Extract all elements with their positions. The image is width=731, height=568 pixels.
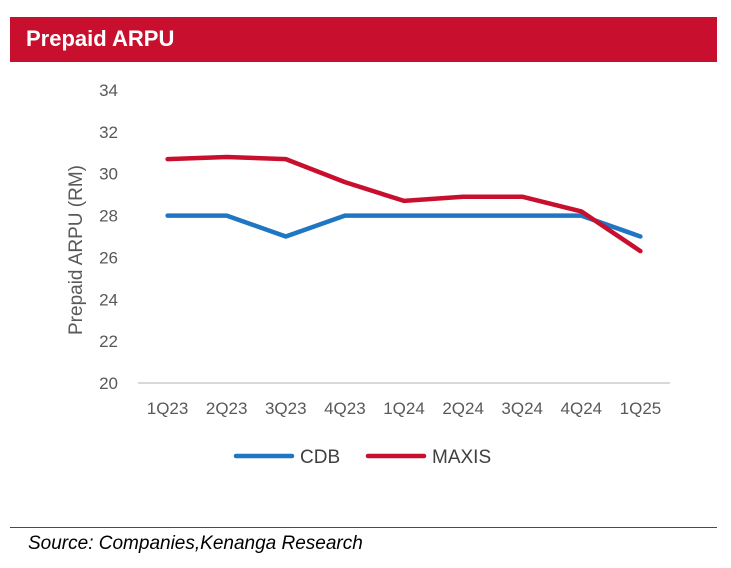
series-line-maxis [165,154,643,254]
y-tick-label: 24 [99,290,118,309]
x-tick-label: 4Q23 [324,399,366,418]
source-note: Source: Companies,Kenanga Research [28,533,363,554]
x-tick-label: 4Q24 [561,399,603,418]
x-tick-label: 3Q24 [501,399,543,418]
y-tick-label: 26 [99,248,118,267]
y-tick-label: 22 [99,332,118,351]
y-tick-label: 34 [99,81,118,100]
x-tick-label: 2Q24 [442,399,484,418]
line-chart: Prepaid ARPU (RM) 20 22 24 26 28 30 32 34 1Q23 2… [66,81,670,468]
y-tick-label: 28 [99,207,118,226]
x-tick-label: 1Q24 [383,399,425,418]
title-bar: Prepaid ARPU [10,17,717,62]
y-tick-label: 30 [99,165,118,184]
footer-divider [10,527,717,528]
x-tick-label: 1Q25 [620,399,662,418]
y-tick-label: 20 [99,374,118,393]
legend-label-cdb: CDB [300,447,340,468]
x-tick-label: 2Q23 [206,399,248,418]
chart-title: Prepaid ARPU [26,26,175,51]
legend-label-maxis: MAXIS [432,447,491,468]
series-line-cdb [165,213,643,239]
y-tick-label: 32 [99,123,118,142]
x-tick-label: 1Q23 [147,399,189,418]
x-tick-label: 3Q23 [265,399,307,418]
y-axis-label: Prepaid ARPU (RM) [66,165,87,335]
